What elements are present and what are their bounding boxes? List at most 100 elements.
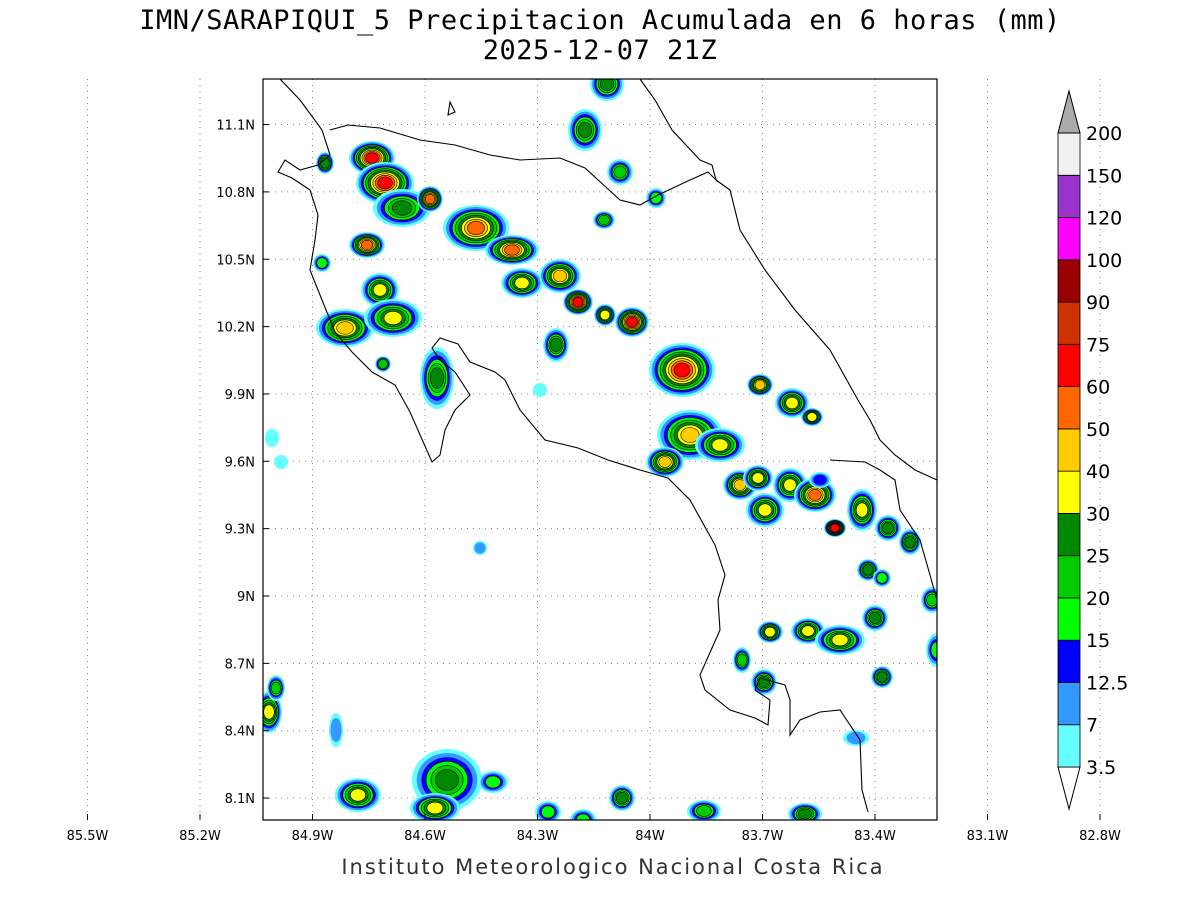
colorbar-swatch — [1057, 386, 1081, 430]
precip-cell — [871, 666, 893, 688]
precip-cell — [590, 79, 624, 101]
colorbar-label: 20 — [1086, 588, 1110, 610]
lat-tick-label: 10.8N — [216, 186, 255, 201]
precip-cell — [535, 801, 561, 820]
map-timestamp: 2025-12-07 21Z — [482, 35, 718, 66]
precip-cell — [593, 211, 615, 229]
precip-cell — [568, 109, 602, 151]
precip-cell — [687, 800, 721, 820]
precip-cell — [316, 309, 374, 347]
lon-tick-label: 84W — [635, 829, 665, 844]
precip-cell — [485, 235, 539, 265]
precip-cell — [788, 803, 822, 820]
precip-cell — [410, 793, 460, 820]
lon-tick-label: 83.1W — [967, 829, 1009, 844]
lat-tick-label: 8.7N — [225, 657, 255, 672]
precip-cell — [417, 186, 443, 212]
colorbar-label: 150 — [1086, 165, 1122, 187]
precip-cell — [420, 347, 454, 409]
precip-cell — [824, 519, 846, 537]
precip-cell — [757, 621, 783, 643]
lat-tick-label: 9.9N — [225, 388, 255, 403]
precip-cell — [862, 605, 888, 631]
colorbar-label: 90 — [1086, 292, 1110, 314]
latitude-axis: 11.1N 10.8N 10.5N 10.2N 9.9N 9.6N 9.3N 9N 8.7N 8.… — [216, 119, 269, 807]
colorbar-swatch — [1057, 174, 1081, 218]
lat-tick-label: 10.2N — [216, 321, 255, 336]
lon-tick-label: 84.6W — [404, 829, 446, 844]
precip-cell — [615, 307, 649, 337]
colorbar-label: 7 — [1086, 715, 1098, 737]
precip-cell — [815, 625, 865, 655]
lon-tick-label: 84.3W — [517, 829, 559, 844]
colorbar-label: 100 — [1086, 250, 1122, 272]
colorbar-swatch — [1057, 597, 1081, 641]
credit-text: Instituto Meteorologico Nacional Costa R… — [341, 855, 885, 879]
precip-cell — [263, 691, 282, 733]
colorbar-swatch — [1057, 132, 1081, 176]
precip-cell — [921, 587, 937, 613]
precip-cell — [364, 299, 422, 337]
precip-cell — [335, 778, 381, 812]
lat-tick-label: 9.3N — [225, 523, 255, 538]
precip-cell — [609, 785, 635, 811]
lat-tick-label: 8.1N — [225, 792, 255, 807]
precip-cell — [875, 515, 901, 541]
colorbar-swatch — [1057, 428, 1081, 472]
precip-cell — [801, 408, 823, 426]
colorbar-swatch — [1057, 470, 1081, 514]
precip-cell — [356, 162, 414, 204]
precip-cell — [563, 289, 593, 315]
precip-cell — [649, 343, 715, 397]
precip-cell — [443, 205, 509, 251]
colorbar-label: 15 — [1086, 630, 1110, 652]
longitude-axis: 85.8W85.5W85.2W84.9W84.6W84.3W84W83.7W83… — [67, 814, 1121, 844]
precip-cell — [570, 809, 596, 820]
lon-tick-label: 85.5W — [67, 829, 109, 844]
colorbar-swatch — [1057, 259, 1081, 303]
lon-tick-label: 82.8W — [1079, 829, 1121, 844]
precip-cell — [539, 259, 581, 293]
lat-tick-label: 9.6N — [225, 455, 255, 470]
colorbar-label: 75 — [1086, 334, 1110, 356]
precip-cell — [349, 232, 385, 258]
precip-cell — [747, 374, 773, 396]
precip-cell — [265, 429, 279, 447]
colorbar-swatch — [1057, 555, 1081, 599]
precip-cell — [274, 455, 288, 469]
colorbar-label: 60 — [1086, 377, 1110, 399]
coastline-segment — [329, 124, 719, 206]
colorbar-legend: 3.5 7 12.5 15 20 25 30 40 50 60 75 90 100 120 150 200 — [1057, 89, 1128, 811]
colorbar-swatch — [1057, 217, 1081, 261]
precip-cell — [361, 273, 399, 307]
precip-cell — [607, 159, 633, 185]
precip-cell — [775, 388, 809, 418]
precipitation-field — [263, 79, 937, 820]
colorbar-swatch — [1057, 343, 1081, 388]
precip-cell — [899, 529, 921, 555]
precip-cell — [329, 713, 343, 747]
coastline — [277, 79, 937, 813]
lat-tick-label: 9N — [237, 590, 255, 605]
precip-cell — [926, 633, 937, 667]
map-title: IMN/SARAPIQUI_5 Precipitacion Acumulada … — [139, 5, 1061, 36]
colorbar-label: 40 — [1086, 461, 1110, 483]
lat-tick-label: 8.4N — [225, 725, 255, 740]
precip-cell — [373, 189, 431, 227]
precip-cell — [746, 493, 784, 527]
precip-cell — [267, 675, 285, 701]
precip-cell — [316, 152, 334, 174]
precip-cell — [501, 268, 543, 298]
colorbar-label: 50 — [1086, 419, 1110, 441]
precip-cell — [313, 254, 331, 272]
colorbar-under-arrow — [1057, 766, 1081, 811]
precip-cell — [543, 328, 569, 362]
precip-cell — [733, 647, 751, 673]
precip-cell — [646, 447, 684, 477]
coastline-segment — [829, 459, 937, 601]
colorbar-swatch — [1057, 724, 1081, 768]
plot-frame — [262, 78, 938, 821]
precip-cell — [533, 383, 547, 397]
colorbar-label: 3.5 — [1086, 757, 1116, 779]
